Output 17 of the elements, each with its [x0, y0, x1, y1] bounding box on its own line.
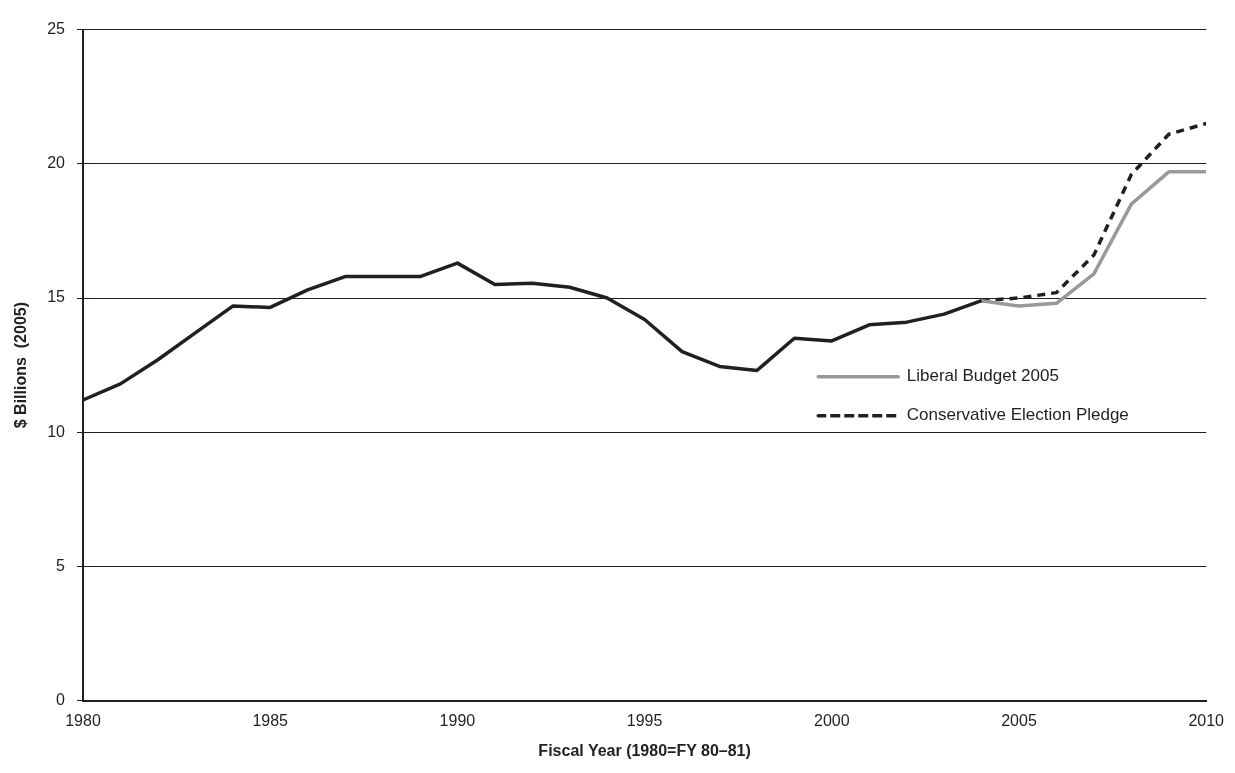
- y-axis-title: $ Billions (2005): [12, 301, 30, 429]
- y-tick-label: 25: [47, 20, 66, 38]
- legend-label: Conservative Election Pledge: [906, 405, 1129, 425]
- x-tick-label: 1995: [626, 711, 663, 729]
- y-tick-label: 10: [47, 422, 66, 440]
- x-tick-label: 2010: [1188, 711, 1225, 729]
- x-tick-label: 1985: [252, 711, 289, 729]
- x-axis-title: Fiscal Year (1980=FY 80–81): [538, 741, 751, 759]
- y-tick-label: 0: [56, 691, 66, 709]
- y-tick-label: 20: [47, 154, 66, 172]
- y-tick-label: 5: [56, 556, 66, 574]
- x-tick-label: 1990: [439, 711, 476, 729]
- x-tick-label: 1980: [65, 711, 101, 729]
- legend-label: Liberal Budget 2005: [906, 366, 1059, 386]
- y-tick-label: 15: [47, 288, 66, 306]
- x-tick-label: 2000: [814, 711, 850, 729]
- x-tick-label: 2005: [1001, 711, 1037, 729]
